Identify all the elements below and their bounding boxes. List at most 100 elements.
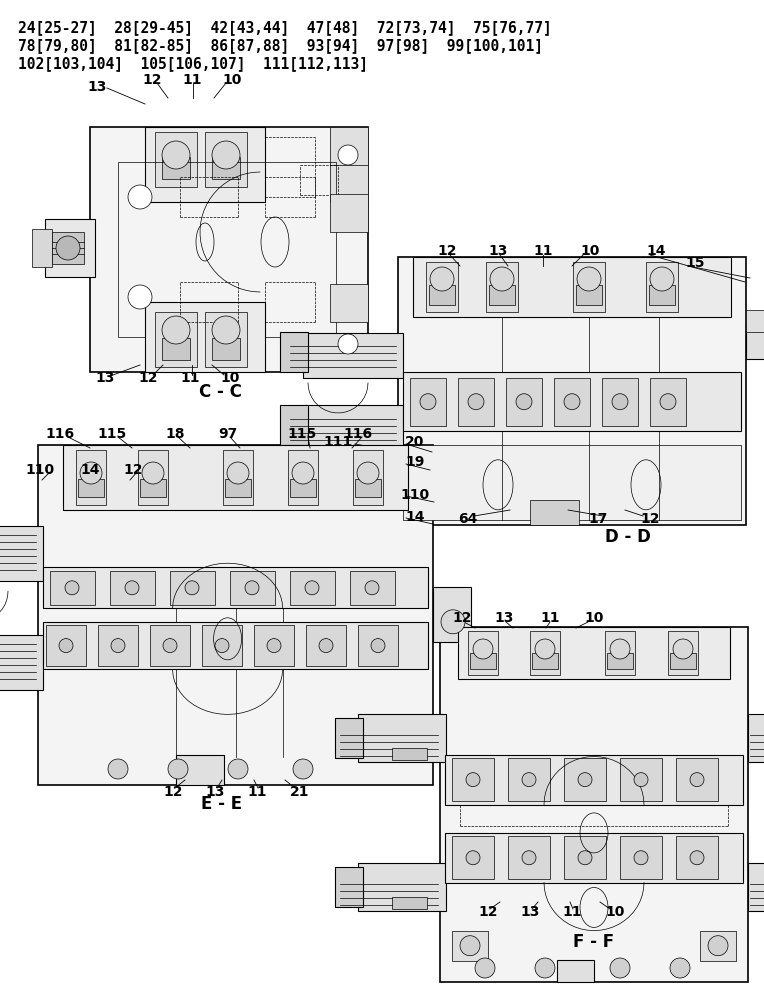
Bar xyxy=(335,718,363,758)
Circle shape xyxy=(420,394,436,410)
Text: 13: 13 xyxy=(494,611,513,625)
Text: 18: 18 xyxy=(165,427,185,441)
Bar xyxy=(145,127,265,202)
Bar xyxy=(202,625,242,666)
Bar xyxy=(620,836,662,879)
Circle shape xyxy=(365,581,379,595)
Bar xyxy=(413,257,731,317)
Bar xyxy=(403,372,741,431)
Bar xyxy=(150,625,190,666)
Circle shape xyxy=(634,773,648,787)
Bar xyxy=(576,285,602,305)
Bar xyxy=(620,758,662,801)
Circle shape xyxy=(293,759,313,779)
Circle shape xyxy=(490,267,514,291)
Bar xyxy=(162,157,190,179)
Bar xyxy=(605,631,635,675)
Bar xyxy=(452,836,494,879)
Text: 110: 110 xyxy=(400,488,429,502)
Bar xyxy=(335,867,363,907)
Text: 14: 14 xyxy=(80,463,100,477)
Bar xyxy=(458,378,494,426)
Bar xyxy=(46,625,86,666)
Bar xyxy=(110,571,155,605)
Bar xyxy=(403,445,741,520)
Bar xyxy=(43,567,428,608)
Bar xyxy=(290,479,316,497)
Text: 12: 12 xyxy=(123,463,143,477)
Text: 110: 110 xyxy=(25,463,54,477)
Text: 111: 111 xyxy=(323,435,353,449)
Bar xyxy=(358,863,446,911)
Text: 115: 115 xyxy=(287,427,316,441)
Circle shape xyxy=(535,639,555,659)
Bar xyxy=(445,755,743,804)
Bar xyxy=(254,625,294,666)
Text: 12: 12 xyxy=(452,611,471,625)
Text: 13: 13 xyxy=(206,785,225,799)
Bar xyxy=(205,312,247,367)
Circle shape xyxy=(162,316,190,344)
Text: 12: 12 xyxy=(138,371,157,385)
Circle shape xyxy=(634,851,648,865)
Bar xyxy=(290,571,335,605)
Circle shape xyxy=(371,639,385,653)
Bar xyxy=(162,338,190,360)
Bar xyxy=(468,631,498,675)
Bar xyxy=(78,479,104,497)
Text: 11: 11 xyxy=(180,371,199,385)
Bar xyxy=(440,627,748,982)
Bar xyxy=(330,127,368,165)
Bar xyxy=(43,622,428,669)
Text: 12: 12 xyxy=(437,244,457,258)
Text: 12: 12 xyxy=(163,785,183,799)
Circle shape xyxy=(128,185,152,209)
Bar xyxy=(646,262,678,312)
Circle shape xyxy=(56,236,80,260)
Bar xyxy=(557,960,594,982)
Circle shape xyxy=(305,581,319,595)
Text: 11: 11 xyxy=(533,244,552,258)
Bar xyxy=(392,897,427,909)
Bar xyxy=(358,625,398,666)
Circle shape xyxy=(516,394,532,410)
Bar xyxy=(280,332,308,372)
Bar xyxy=(38,445,433,785)
Text: 21: 21 xyxy=(290,785,309,799)
Circle shape xyxy=(473,639,493,659)
Bar xyxy=(670,653,696,669)
Text: 116: 116 xyxy=(344,427,373,441)
Text: F - F: F - F xyxy=(574,933,614,951)
Text: 10: 10 xyxy=(222,73,241,87)
Bar xyxy=(330,164,368,202)
Circle shape xyxy=(670,958,690,978)
Bar xyxy=(140,479,166,497)
Text: 97: 97 xyxy=(219,427,238,441)
Bar xyxy=(303,405,403,450)
Bar xyxy=(649,285,675,305)
Bar xyxy=(445,833,743,883)
Circle shape xyxy=(162,141,190,169)
Bar xyxy=(0,635,43,690)
Circle shape xyxy=(65,581,79,595)
Bar xyxy=(668,631,698,675)
Bar xyxy=(530,631,560,675)
Circle shape xyxy=(212,141,240,169)
Bar xyxy=(392,748,427,760)
Circle shape xyxy=(441,610,465,634)
Text: 11: 11 xyxy=(540,611,560,625)
Circle shape xyxy=(125,581,139,595)
Bar xyxy=(470,653,496,669)
Bar xyxy=(50,571,95,605)
Bar xyxy=(700,931,736,961)
Circle shape xyxy=(59,639,73,653)
Bar xyxy=(748,714,764,762)
Circle shape xyxy=(535,958,555,978)
Text: 116: 116 xyxy=(45,427,75,441)
Circle shape xyxy=(338,334,358,354)
Bar xyxy=(746,321,764,359)
Bar xyxy=(564,758,606,801)
Circle shape xyxy=(578,851,592,865)
Circle shape xyxy=(357,462,379,484)
Circle shape xyxy=(430,267,454,291)
